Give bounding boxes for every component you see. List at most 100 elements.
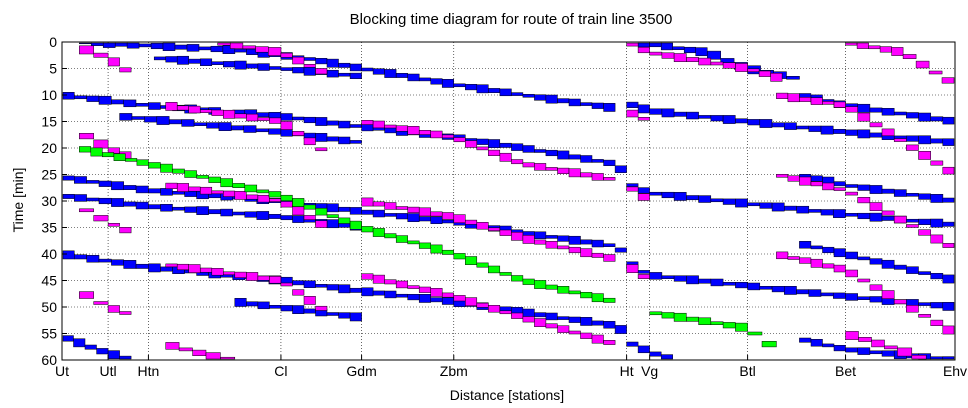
axis-ticks [61,41,956,361]
blocking-block [868,45,881,50]
blocking-block [545,323,558,329]
blocking-block [833,129,846,134]
blocking-block [395,206,408,210]
blocking-block [255,128,269,133]
blocking-block [176,105,189,111]
blocking-block [881,210,895,216]
blocking-block [315,284,328,288]
blocking-block [614,325,627,334]
blocking-block [196,206,209,215]
blocking-block [942,197,955,203]
blocking-block [799,241,812,249]
blocking-block [557,286,570,294]
blocking-block [441,219,454,224]
blocking-block [673,53,687,62]
blocking-block [165,182,178,189]
x-tick-label: Ut [55,363,69,379]
blocking-block [160,163,173,173]
blocking-block [234,191,247,200]
x-tick-label: Htn [138,363,160,379]
blocking-block [930,356,944,360]
blocking-block [822,343,835,348]
blocking-block [568,154,581,160]
blocking-block [338,62,351,68]
blocking-block [881,108,895,116]
blocking-block [710,61,724,66]
x-tick-label: Ht [620,363,634,379]
blocking-block [858,337,872,342]
blocking-block [150,42,164,50]
blocking-block [869,202,883,211]
blocking-block [148,102,161,110]
train-path [62,194,362,231]
blocking-block [488,139,501,148]
blocking-block [735,322,748,332]
x-tick-label: Zbm [440,363,468,379]
blocking-block [246,301,259,307]
blocking-block [211,109,224,116]
x-tick-labels: Ut Utl Htn Cl Gdm Zbm Ht Vg Btl Bet Ehv [55,363,967,379]
blocking-block [465,256,478,265]
blocking-block [430,78,443,85]
blocking-block [135,185,149,194]
blocking-block [626,101,639,108]
blocking-block [761,341,777,348]
blocking-block [395,235,408,243]
blocking-block [881,188,895,194]
blocking-block [545,235,558,239]
blocking-block [808,125,822,132]
blocking-block [74,254,87,260]
blocking-block [869,185,883,194]
blocking-block [186,44,200,52]
blocking-block [234,298,247,307]
blocking-block [810,258,823,268]
blocking-block [349,220,362,230]
blocking-block [205,352,221,360]
blocking-block [787,175,800,182]
blocking-block [430,211,443,217]
blocking-block [303,137,316,146]
blocking-block [488,305,501,313]
blocking-block [869,212,883,222]
blocking-block [488,227,501,232]
blocking-block [315,117,328,126]
y-tick-label: 0 [49,34,57,50]
blocking-block [869,350,883,355]
blocking-block [626,109,639,118]
blocking-block [102,42,116,48]
blocking-block [280,52,293,58]
blocking-block [184,170,197,178]
blocking-block [911,354,927,360]
train-path [79,146,616,303]
blocking-block [280,121,293,130]
blocking-block [930,234,944,244]
blocking-block [557,245,570,250]
blocking-block [906,193,919,197]
blocking-block [280,113,293,121]
blocking-block [384,279,397,285]
blocking-block [229,42,244,49]
blocking-block [915,60,930,69]
blocking-block [771,122,785,128]
blocking-block [476,302,489,308]
blocking-block [98,95,112,105]
blocking-block [698,317,712,325]
blocking-block [338,120,351,129]
train-path [799,174,955,203]
blocking-block [160,266,173,272]
train-path [165,263,328,311]
blocking-block [395,293,408,298]
blocking-block [257,194,270,203]
blocking-block [102,152,115,158]
blocking-block [192,349,207,356]
blocking-block [759,202,773,209]
blocking-block [62,335,74,342]
blocking-block [162,42,176,51]
blocking-block [338,217,351,224]
blocking-block [735,63,748,72]
blocking-block [93,301,109,305]
blocking-block [869,296,883,303]
blocking-block [361,209,374,215]
blocking-block [787,256,800,260]
blocking-block [79,291,94,299]
